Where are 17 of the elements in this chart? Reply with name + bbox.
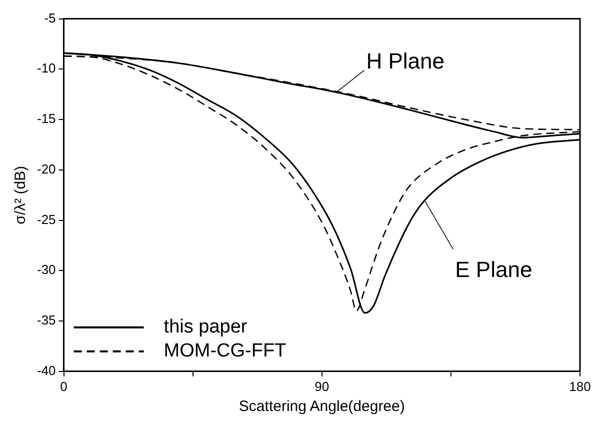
y-tick-label: -30: [36, 262, 56, 278]
x-tick-label: 90: [314, 378, 330, 394]
legend-label: this paper: [164, 316, 248, 338]
y-tick-label: -35: [36, 312, 56, 328]
x-axis-title: Scattering Angle(degree): [238, 398, 405, 416]
y-tick-label: -20: [36, 161, 56, 176]
y-tick-label: -25: [36, 212, 56, 227]
y-axis-title: σ/λ² (dB): [12, 166, 30, 224]
y-tick-label: -10: [36, 60, 56, 76]
y-tick-label: -40: [36, 362, 56, 378]
x-tick-label: 0: [60, 378, 68, 394]
annotation: H Plane: [366, 48, 445, 74]
legend-label: MOM-CG-FFT: [164, 340, 287, 362]
y-tick-label: -5: [44, 10, 56, 26]
annotation: E Plane: [455, 257, 532, 282]
y-tick-label: -15: [36, 111, 56, 126]
x-tick-label: 180: [569, 378, 591, 394]
